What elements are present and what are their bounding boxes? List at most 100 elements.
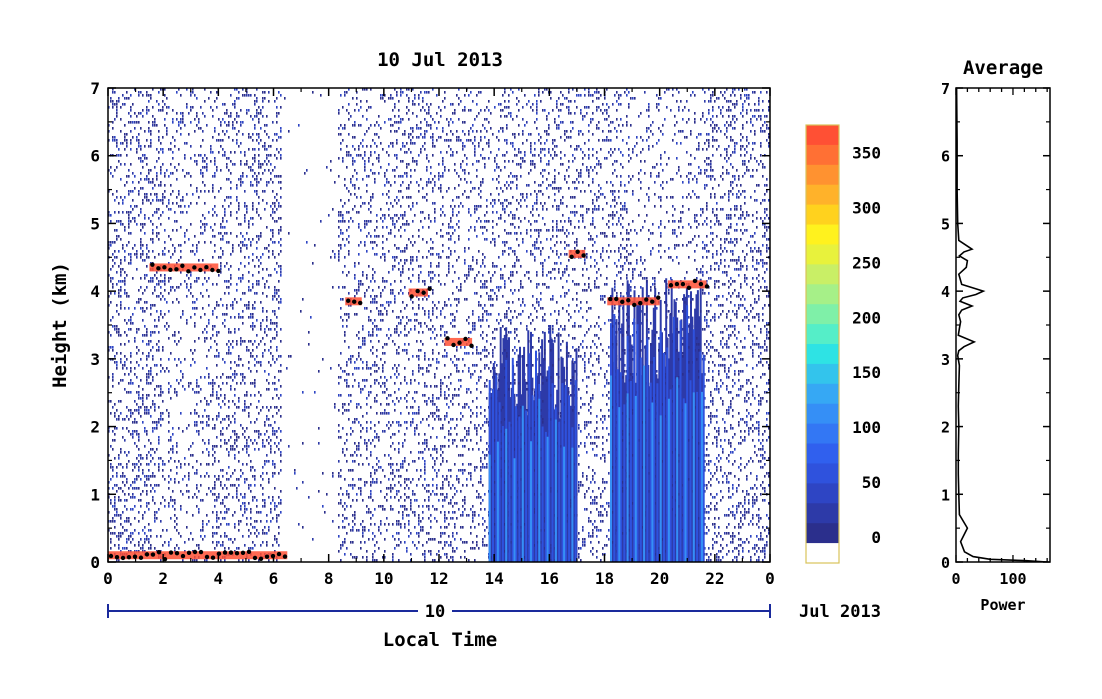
- main-x-tick-label: 0: [765, 569, 775, 588]
- heatmap-layer-point: [608, 296, 613, 302]
- average-title: Average: [963, 57, 1043, 79]
- heatmap-layer-5: [568, 249, 586, 258]
- date-axis-day: 10: [425, 602, 445, 622]
- main-x-tick-label: 0: [103, 569, 113, 588]
- heatmap-layer-point: [626, 298, 631, 303]
- heatmap-layer-point: [644, 297, 649, 302]
- average-plot-frame: [955, 87, 1051, 563]
- colorbar-segment: [806, 344, 839, 365]
- colorbar-tick-label: 50: [862, 473, 881, 492]
- heatmap-layer-point: [138, 555, 144, 560]
- heatmap-layer-point: [352, 299, 357, 304]
- heatmap-layer-point: [180, 263, 185, 268]
- colorbar-segment: [806, 363, 839, 385]
- heatmap-layer-point: [108, 553, 114, 559]
- heatmap-layer-point: [569, 254, 574, 260]
- heatmap-layer-point: [632, 302, 637, 308]
- heatmap-layer-point: [198, 549, 204, 555]
- colorbar-tick-label: 100: [852, 418, 881, 437]
- main-y-tick-label: 3: [90, 350, 100, 369]
- heatmap-layer-point: [704, 284, 710, 289]
- colorbar-tick-labels: 0 50 100 150 200 250 300 350: [852, 143, 881, 547]
- colorbar-segment: [806, 264, 839, 285]
- main-y-tick-labels: 0 1 2 3 4 5 6 7: [90, 79, 100, 572]
- heatmap-layer-point: [252, 555, 258, 561]
- colorbar-segment: [806, 543, 839, 564]
- heatmap-layer-point: [421, 290, 426, 295]
- heatmap-layer-point: [457, 340, 462, 345]
- main-y-axis-label: Height (km): [49, 262, 71, 388]
- heatmap-layer-point: [156, 549, 162, 555]
- heatmap-layer-point: [680, 281, 686, 287]
- heatmap-texture: [108, 88, 770, 562]
- heatmap-layer-point: [210, 555, 216, 560]
- heatmap-layer-point: [264, 554, 270, 559]
- heatmap-layer-point: [162, 265, 167, 270]
- heatmap-layer-point: [156, 266, 161, 271]
- colorbar-segment: [806, 523, 839, 544]
- average-y-tick-label: 5: [941, 215, 950, 233]
- colorbar-tick-label: 0: [871, 528, 881, 547]
- heatmap-layer-point: [174, 267, 179, 272]
- heatmap-layer-7: [667, 280, 707, 289]
- colorbar-segment: [806, 284, 839, 305]
- heatmap-texture: [488, 365, 703, 562]
- heatmap-layer-point: [358, 300, 363, 306]
- heatmap-layer-point: [282, 554, 288, 559]
- colorbar-segment: [806, 184, 839, 206]
- main-x-tick-label: 16: [540, 569, 559, 588]
- colorbar-segment: [806, 224, 839, 245]
- heatmap-layer-6: [607, 297, 660, 306]
- heatmap-layer-point: [144, 552, 150, 557]
- colorbar-segment: [806, 204, 839, 226]
- average-y-tick-label: 0: [941, 554, 950, 572]
- heatmap-layer-point: [668, 283, 674, 288]
- heatmap-layer-0: [108, 551, 288, 560]
- main-y-tick-label: 2: [90, 418, 100, 437]
- main-x-tick-label: 8: [324, 569, 334, 588]
- heatmap-layer-point: [168, 550, 174, 555]
- colorbar-segment: [806, 443, 839, 464]
- date-axis-label-bg: [418, 600, 452, 622]
- colorbar-tick-label: 250: [852, 253, 881, 272]
- colorbar-tick-label: 200: [852, 308, 881, 327]
- main-y-tick-label: 7: [90, 79, 100, 98]
- main-x-tick-label: 12: [429, 569, 448, 588]
- heatmap-layer-point: [650, 299, 655, 304]
- heatmap-layer-point: [246, 549, 252, 555]
- heatmap-layer-point: [451, 342, 456, 348]
- main-x-tick-label: 18: [595, 569, 614, 588]
- heatmap-layer-point: [234, 550, 240, 556]
- heatmap-layer-point: [427, 286, 432, 292]
- heatmap-layer-point: [674, 281, 680, 287]
- average-y-tick-label: 7: [941, 80, 950, 98]
- heatmap-layer-point: [150, 552, 156, 557]
- heatmap-layer-point: [620, 299, 625, 305]
- heatmap-layer-point: [216, 268, 221, 274]
- main-y-tick-label: 1: [90, 485, 100, 504]
- main-x-tick-label: 2: [158, 569, 168, 588]
- colorbar-segment: [806, 423, 839, 445]
- colorbar-segment: [806, 244, 839, 265]
- main-x-tick-label: 10: [374, 569, 393, 588]
- heatmap-layer-point: [469, 343, 474, 349]
- heatmap-layer-point: [581, 253, 586, 258]
- heatmap-layer-point: [186, 550, 192, 555]
- heatmap-layer-point: [186, 269, 191, 274]
- colorbar-segment: [806, 383, 839, 405]
- heatmap-layer-1: [149, 263, 219, 272]
- heatmap-layer-point: [174, 550, 180, 556]
- main-x-tick-label: 22: [705, 569, 724, 588]
- colorbar-segment: [806, 503, 839, 524]
- colorbar-tick-label: 150: [852, 363, 881, 382]
- heatmap-layer-point: [575, 249, 580, 254]
- heatmap-layer-point: [132, 554, 138, 559]
- average-x-tick-labels: 0 100: [951, 570, 1026, 588]
- heatmap-layer-point: [114, 554, 120, 560]
- heatmap-features: [108, 249, 710, 562]
- main-y-tick-label: 4: [90, 282, 100, 301]
- heatmap-layer-point: [192, 265, 197, 270]
- heatmap-layer-point: [168, 267, 173, 272]
- main-x-tick-label: 4: [214, 569, 224, 588]
- heatmap-layer-point: [346, 298, 351, 303]
